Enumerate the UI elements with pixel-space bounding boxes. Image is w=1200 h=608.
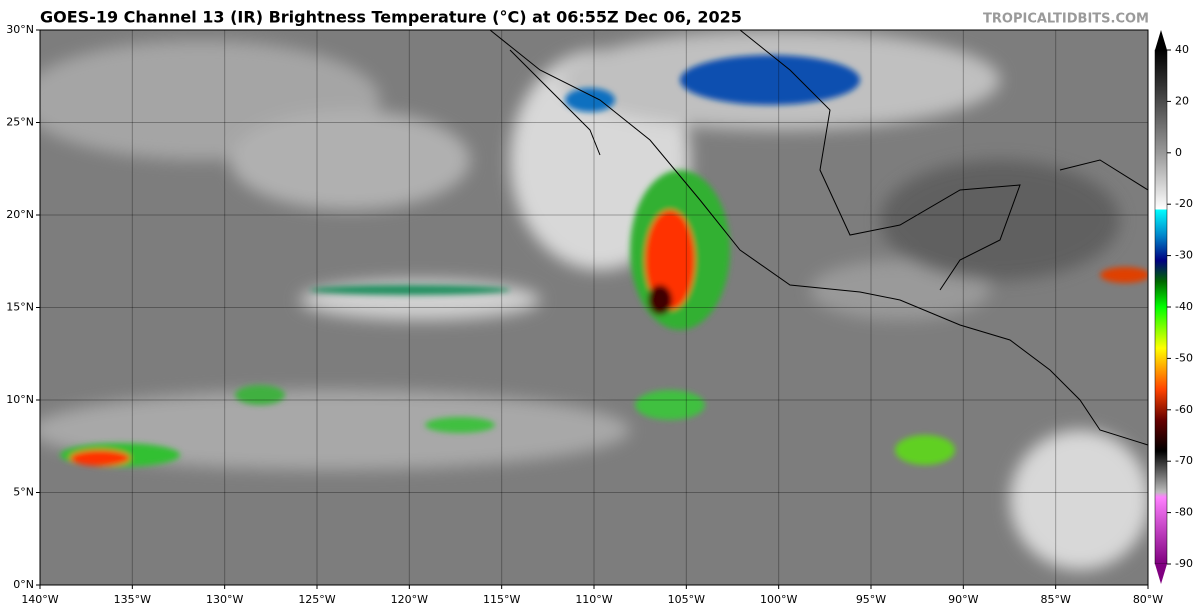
title: GOES-19 Channel 13 (IR) Brightness Tempe… <box>40 8 742 27</box>
satellite-image <box>40 30 1148 585</box>
colorbar-label: -90 <box>1175 557 1193 570</box>
lon-label: 115°W <box>483 593 520 606</box>
lon-label: 95°W <box>856 593 886 606</box>
colorbar-top-arrow <box>1155 30 1167 50</box>
lon-label: 135°W <box>114 593 151 606</box>
clouds <box>40 30 1148 570</box>
colorbar-label: 40 <box>1175 43 1189 56</box>
colorbar-label: -20 <box>1175 197 1193 210</box>
lon-label: 110°W <box>575 593 612 606</box>
colorbar-label: -50 <box>1175 351 1193 364</box>
lon-label: 125°W <box>298 593 335 606</box>
coastlines <box>489 30 1148 446</box>
lon-label: 120°W <box>391 593 428 606</box>
colorbar-label: -80 <box>1175 506 1193 519</box>
lon-label: 140°W <box>21 593 58 606</box>
lat-label: 10°N <box>6 393 34 406</box>
colorbar-label: -40 <box>1175 300 1193 313</box>
lon-label: 85°W <box>1040 593 1070 606</box>
lon-label: 100°W <box>760 593 797 606</box>
lat-label: 20°N <box>6 208 34 221</box>
colorbar <box>1154 49 1168 565</box>
lon-label: 130°W <box>206 593 243 606</box>
colorbar-bottom-arrow <box>1155 564 1167 584</box>
lat-label: 25°N <box>6 116 34 129</box>
credit: TROPICALTIDBITS.COM <box>983 12 1149 27</box>
convection <box>60 55 1148 467</box>
lat-label: 0°N <box>13 578 34 591</box>
lat-label: 15°N <box>6 301 34 314</box>
lat-label: 5°N <box>13 486 34 499</box>
colorbar-label: 0 <box>1175 146 1182 159</box>
lon-label: 80°W <box>1133 593 1163 606</box>
colorbar-label: -70 <box>1175 454 1193 467</box>
colorbar-label: 20 <box>1175 94 1189 107</box>
colorbar-label: -30 <box>1175 249 1193 262</box>
lon-label: 105°W <box>668 593 705 606</box>
lon-label: 90°W <box>948 593 978 606</box>
lat-label: 30°N <box>6 23 34 36</box>
colorbar-label: -60 <box>1175 403 1193 416</box>
